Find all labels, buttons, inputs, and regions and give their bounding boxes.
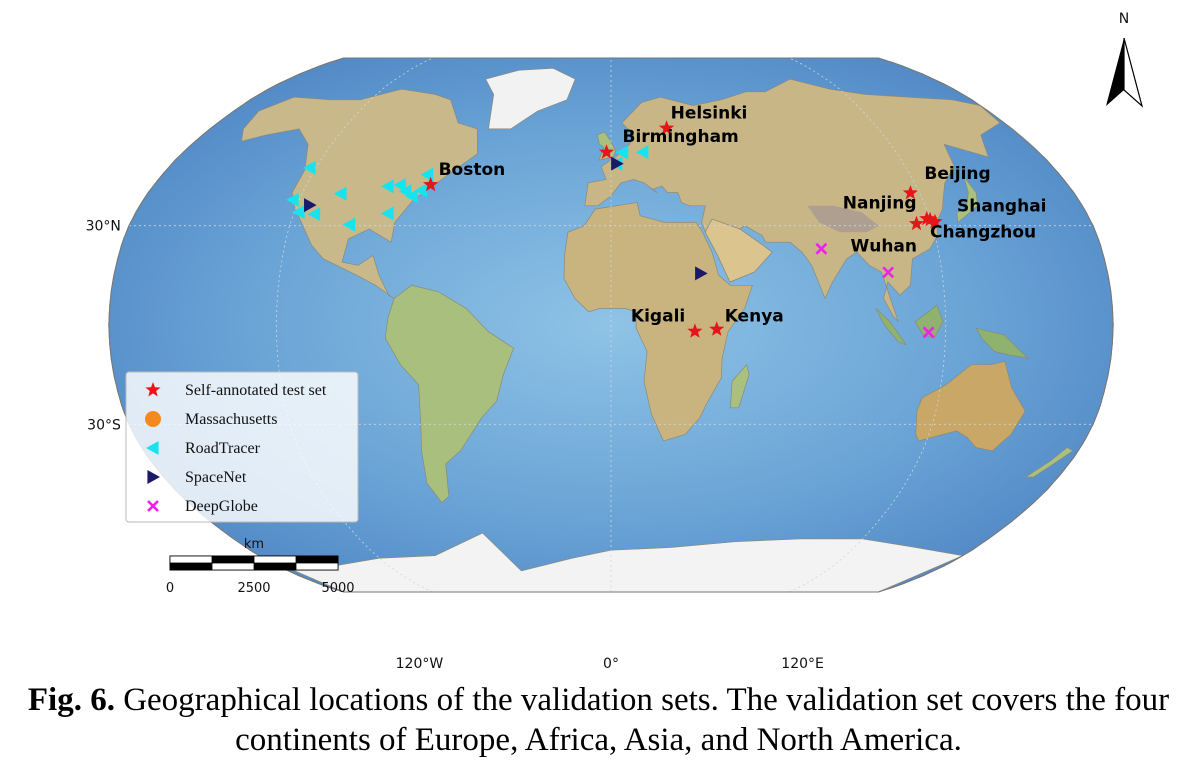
meridian <box>789 58 947 592</box>
legend-label: RoadTracer <box>185 440 261 457</box>
lat-label-30n: 30°N <box>86 219 121 235</box>
roadtracer-marker <box>381 179 394 194</box>
spacenet-marker <box>695 266 708 281</box>
legend-marker-spacenet <box>147 470 160 484</box>
scale-tick-5000: 5000 <box>321 581 354 596</box>
markers <box>286 120 943 339</box>
scale-tick-0: 0 <box>166 581 174 596</box>
roadtracer-marker <box>615 145 629 160</box>
land-arabia <box>704 218 773 283</box>
scale-unit: km <box>244 537 264 552</box>
self-annotated-marker <box>927 213 943 229</box>
north-label: N <box>1119 11 1129 27</box>
deepglobe-marker <box>922 326 935 339</box>
roadtracer-marker <box>414 183 428 198</box>
legend-label: Self-annotated test set <box>185 382 327 399</box>
roadtracer-marker <box>380 206 394 221</box>
scale-tick-2500: 2500 <box>237 581 270 596</box>
land-new-zealand <box>1024 447 1074 478</box>
land-plateau <box>807 205 879 233</box>
roadtracer-marker <box>292 205 305 220</box>
city-label-boston: Boston <box>439 160 506 180</box>
city-label-helsinki: Helsinki <box>671 103 748 123</box>
city-label-beijing: Beijing <box>924 164 990 184</box>
landmasses <box>241 67 1074 592</box>
land-madagascar <box>730 363 750 409</box>
legend-marker-deepglobe <box>147 500 159 512</box>
self-annotated-marker <box>687 323 703 338</box>
city-label-shanghai: Shanghai <box>957 197 1046 217</box>
legend: Self-annotated test set Massachusetts Road… <box>125 371 359 523</box>
land-indonesia-borneo <box>914 304 944 339</box>
city-label-nanjing: Nanjing <box>843 194 917 214</box>
land-eurasia <box>584 78 1001 322</box>
figure-label: Fig. 6. <box>27 682 115 718</box>
roadtracer-marker <box>393 178 406 193</box>
land-north-america <box>241 88 478 299</box>
legend-marker-roadtracer <box>146 441 159 455</box>
spacenet-marker <box>304 198 317 213</box>
north-arrow: N <box>1106 11 1144 108</box>
roadtracer-marker <box>420 167 434 182</box>
map-globe <box>108 57 1114 593</box>
legend-label: SpaceNet <box>185 469 247 486</box>
self-annotated-marker <box>922 211 938 227</box>
figure-caption: Fig. 6. Geographical locations of the va… <box>0 680 1197 760</box>
self-annotated-marker <box>598 144 615 159</box>
land-antarctica <box>259 532 965 592</box>
lon-label-120w: 120°W <box>396 656 444 672</box>
legend-marker-self-annotated-test-set <box>145 382 161 397</box>
roadtracer-marker <box>635 145 649 160</box>
land-japan <box>956 176 978 224</box>
land-australia <box>915 360 1026 452</box>
scale-bar: km 0 2500 5000 <box>166 537 355 596</box>
roadtracer-marker <box>286 192 299 207</box>
self-annotated-marker <box>659 120 675 135</box>
city-labels: Helsinki Birmingham Boston Beijing Nanjing Sh… <box>439 103 1047 326</box>
legend-label: Massachusetts <box>185 411 277 428</box>
deepglobe-marker <box>815 242 828 255</box>
self-annotated-marker <box>423 176 439 192</box>
roadtracer-marker <box>302 160 316 175</box>
city-label-wuhan: Wuhan <box>850 237 917 257</box>
roadtracer-marker <box>307 207 321 222</box>
globe-outline <box>108 57 1114 593</box>
land-africa <box>563 202 753 442</box>
spacenet-marker <box>611 156 624 171</box>
roadtracer-marker <box>333 186 347 201</box>
caption-text: Geographical locations of the validation… <box>123 682 1170 758</box>
land-greenland <box>485 67 576 130</box>
roadtracer-marker <box>398 184 412 199</box>
city-label-kigali: Kigali <box>631 306 685 326</box>
land-new-guinea <box>975 327 1029 359</box>
city-label-birmingham: Birmingham <box>622 127 738 147</box>
lon-label-120e: 120°E <box>781 656 824 672</box>
deepglobe-marker <box>882 266 895 279</box>
city-label-changzhou: Changzhou <box>930 223 1036 243</box>
self-annotated-marker <box>709 321 725 336</box>
self-annotated-marker <box>902 185 918 200</box>
city-label-kenya: Kenya <box>725 306 784 326</box>
roadtracer-marker <box>342 217 356 232</box>
legend-box <box>125 371 359 523</box>
legend-marker-massachusetts <box>145 411 161 427</box>
lon-label-0: 0° <box>603 656 619 672</box>
land-sumatra <box>875 308 908 346</box>
world-map: 30°N 30°S 120°W 0° 120°E N Helsinki Birmi… <box>86 11 1144 672</box>
land-south-america <box>384 284 515 504</box>
legend-label: DeepGlobe <box>185 498 258 515</box>
lat-label-30s: 30°S <box>87 417 121 433</box>
self-annotated-marker <box>908 215 925 231</box>
